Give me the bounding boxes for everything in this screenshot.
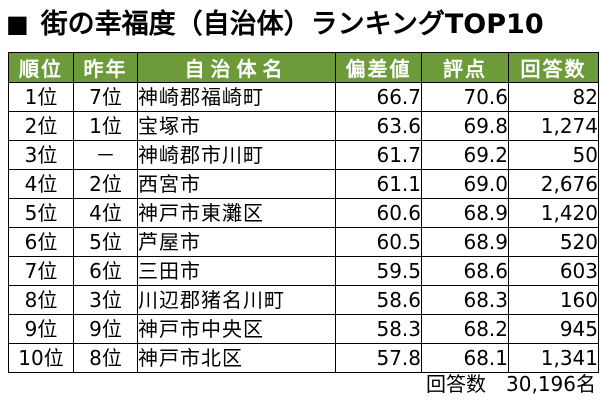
header-last-year: 昨年 xyxy=(73,52,138,83)
table-row: 4位 2位 西宮市 61.1 69.0 2,676 xyxy=(8,169,599,199)
cell-municipality: 神戸市北区 xyxy=(137,343,336,373)
cell-responses: 1,341 xyxy=(508,343,599,373)
cell-score: 69.8 xyxy=(421,111,509,141)
header-score: 評点 xyxy=(421,52,509,83)
table-body: 1位 7位 神崎郡福崎町 66.7 70.6 82 2位 1位 宝塚市 63.6 69.8 1,274… xyxy=(8,82,599,373)
cell-municipality: 神戸市東灘区 xyxy=(137,198,336,228)
cell-deviation: 61.7 xyxy=(335,140,422,170)
cell-score: 68.9 xyxy=(421,227,509,257)
table-row: 2位 1位 宝塚市 63.6 69.8 1,274 xyxy=(8,111,599,141)
title-text: 街の幸福度（自治体）ランキングTOP10 xyxy=(40,8,544,40)
cell-municipality: 神戸市中央区 xyxy=(137,314,336,344)
cell-municipality: 神崎郡福崎町 xyxy=(137,82,336,112)
cell-deviation: 59.5 xyxy=(335,256,422,286)
cell-last-year: 7位 xyxy=(73,82,138,112)
cell-deviation: 60.5 xyxy=(335,227,422,257)
cell-municipality: 西宮市 xyxy=(137,169,336,199)
cell-rank: 3位 xyxy=(8,140,74,170)
cell-deviation: 58.3 xyxy=(335,314,422,344)
cell-last-year: 9位 xyxy=(73,314,138,344)
cell-rank: 9位 xyxy=(8,314,74,344)
cell-municipality: 宝塚市 xyxy=(137,111,336,141)
table-header: 順位 昨年 自治体名 偏差値 評点 回答数 xyxy=(8,52,599,83)
cell-deviation: 58.6 xyxy=(335,285,422,315)
cell-responses: 1,420 xyxy=(508,198,599,228)
header-row: 順位 昨年 自治体名 偏差値 評点 回答数 xyxy=(8,52,599,83)
cell-deviation: 60.6 xyxy=(335,198,422,228)
table-row: 7位 6位 三田市 59.5 68.6 603 xyxy=(8,256,599,286)
table-row: 1位 7位 神崎郡福崎町 66.7 70.6 82 xyxy=(8,82,599,112)
cell-rank: 7位 xyxy=(8,256,74,286)
cell-score: 68.2 xyxy=(421,314,509,344)
table-row: 10位 8位 神戸市北区 57.8 68.1 1,341 xyxy=(8,343,599,373)
cell-responses: 2,676 xyxy=(508,169,599,199)
cell-municipality: 川辺郡猪名川町 xyxy=(137,285,336,315)
respondent-count-note: 回答数 30,196名 xyxy=(426,372,596,396)
table-row: 3位－神崎郡市川町 61.7 69.2 50 xyxy=(8,140,599,170)
cell-last-year: 2位 xyxy=(73,169,138,199)
cell-score: 68.6 xyxy=(421,256,509,286)
cell-responses: 945 xyxy=(508,314,599,344)
table-row: 6位 5位 芦屋市 60.5 68.9 520 xyxy=(8,227,599,257)
cell-score: 68.3 xyxy=(421,285,509,315)
cell-last-year: 3位 xyxy=(73,285,138,315)
header-rank: 順位 xyxy=(8,52,74,83)
cell-responses: 520 xyxy=(508,227,599,257)
cell-last-year: 1位 xyxy=(73,111,138,141)
title-square-marker: ■ xyxy=(6,10,29,38)
cell-rank: 4位 xyxy=(8,169,74,199)
cell-score: 70.6 xyxy=(421,82,509,112)
table-row: 5位 4位 神戸市東灘区 60.6 68.9 1,420 xyxy=(8,198,599,228)
cell-responses: 160 xyxy=(508,285,599,315)
table-row: 8位 3位 川辺郡猪名川町 58.6 68.3 160 xyxy=(8,285,599,315)
cell-last-year: 6位 xyxy=(73,256,138,286)
cell-score: 68.9 xyxy=(421,198,509,228)
header-municipality: 自治体名 xyxy=(137,52,336,83)
table-row: 9位 9位 神戸市中央区 58.3 68.2 945 xyxy=(8,314,599,344)
cell-rank: 1位 xyxy=(8,82,74,112)
cell-rank: 10位 xyxy=(8,343,74,373)
cell-responses: 50 xyxy=(508,140,599,170)
cell-last-year: 4位 xyxy=(73,198,138,228)
page-title: ■ 街の幸福度（自治体）ランキングTOP10 xyxy=(6,4,544,44)
cell-municipality: 芦屋市 xyxy=(137,227,336,257)
cell-last-year: 8位 xyxy=(73,343,138,373)
cell-score: 69.0 xyxy=(421,169,509,199)
cell-rank: 8位 xyxy=(8,285,74,315)
cell-deviation: 63.6 xyxy=(335,111,422,141)
cell-deviation: 66.7 xyxy=(335,82,422,112)
cell-rank: 6位 xyxy=(8,227,74,257)
cell-responses: 82 xyxy=(508,82,599,112)
cell-deviation: 57.8 xyxy=(335,343,422,373)
cell-municipality: 三田市 xyxy=(137,256,336,286)
cell-score: 68.1 xyxy=(421,343,509,373)
cell-responses: 1,274 xyxy=(508,111,599,141)
cell-rank: 5位 xyxy=(8,198,74,228)
cell-last-year: 5位 xyxy=(73,227,138,257)
cell-responses: 603 xyxy=(508,256,599,286)
cell-rank: 2位 xyxy=(8,111,74,141)
cell-score: 69.2 xyxy=(421,140,509,170)
cell-municipality: 神崎郡市川町 xyxy=(137,140,336,170)
ranking-table: 順位 昨年 自治体名 偏差値 評点 回答数 1位 7位 神崎郡福崎町 66.7 70.6 82 2位 1… xyxy=(8,52,599,373)
cell-last-year: － xyxy=(73,140,138,170)
cell-deviation: 61.1 xyxy=(335,169,422,199)
header-responses: 回答数 xyxy=(508,52,599,83)
header-deviation: 偏差値 xyxy=(335,52,422,83)
